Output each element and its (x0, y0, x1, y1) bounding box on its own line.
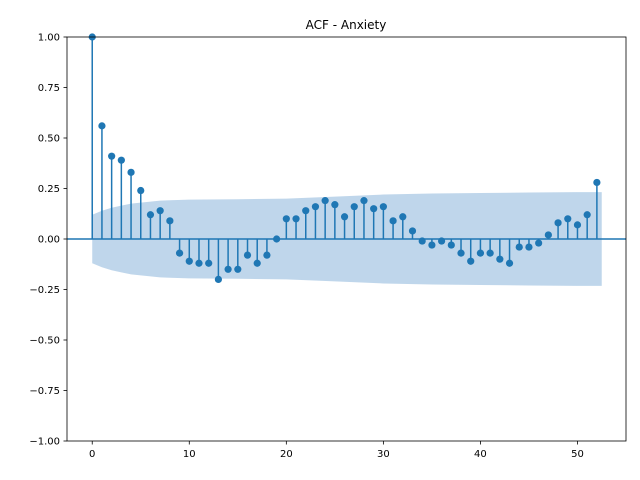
y-tick-label: −0.75 (29, 386, 60, 397)
y-tick-label: 0.00 (38, 235, 60, 246)
stem-marker (428, 241, 436, 249)
stem-marker (408, 227, 417, 235)
stem-marker (282, 215, 290, 223)
y-tick-label: 1.00 (38, 33, 60, 44)
y-tick-label: 0.25 (38, 184, 60, 195)
stem-marker (156, 207, 164, 215)
stem-marker (525, 243, 533, 251)
stem-marker (515, 243, 523, 251)
stem-marker (593, 178, 601, 187)
stem-marker (253, 259, 261, 267)
stem-marker (340, 213, 349, 221)
stem-marker (438, 237, 446, 245)
stem-marker (447, 241, 455, 249)
stem-marker (311, 203, 320, 211)
stem-marker (389, 217, 397, 225)
stem-marker (544, 231, 552, 239)
x-tick-label: 0 (89, 449, 95, 460)
x-tick-label: 20 (280, 449, 293, 460)
stem-marker (505, 259, 514, 267)
chart-title: ACF - Anxiety (306, 18, 387, 32)
stem-marker (234, 265, 242, 273)
x-tick-label: 40 (474, 449, 487, 460)
y-tick-label: 0.75 (38, 83, 60, 94)
stem-marker (554, 219, 562, 227)
stem-marker (205, 259, 213, 267)
x-tick-label: 30 (377, 449, 390, 460)
stem-marker (331, 201, 339, 209)
stem-marker (564, 215, 572, 223)
stem-marker (166, 217, 174, 225)
stem-marker (399, 213, 407, 221)
stem-marker (583, 211, 591, 219)
stem-marker (418, 237, 426, 245)
stem-marker (263, 251, 271, 259)
stem-marker (108, 152, 116, 160)
stem-marker (379, 203, 387, 211)
stem-marker (467, 257, 475, 265)
stem-marker (302, 207, 310, 215)
stem-marker (321, 197, 329, 205)
stem-marker (273, 235, 281, 243)
y-tick-label: −1.00 (29, 437, 60, 448)
stem-marker (292, 215, 300, 223)
stem-marker (195, 259, 203, 267)
stem-marker (496, 255, 504, 263)
stem-marker (185, 257, 193, 265)
x-tick-label: 10 (183, 449, 196, 460)
y-tick-label: −0.25 (29, 285, 60, 296)
stem-marker (457, 249, 465, 257)
axes-layer: 0 10 20 30 40 50 −1.00 −0.75 −0.50 −0.25 0.00 0.25 0… (29, 33, 627, 460)
stem-marker (137, 186, 145, 195)
y-tick-label: 0.50 (38, 134, 60, 145)
stem-marker (370, 205, 378, 213)
stem-marker (476, 249, 485, 257)
stem-marker (535, 239, 543, 247)
stem-marker (127, 168, 135, 176)
stem-marker (146, 211, 155, 219)
stem-marker (175, 249, 184, 257)
stem-marker (486, 249, 494, 257)
stem-marker (360, 197, 368, 205)
stem-marker (214, 275, 222, 283)
stem-marker (350, 203, 358, 211)
stem-marker (98, 122, 106, 130)
stem-marker (224, 265, 232, 273)
stem-marker (573, 221, 582, 229)
y-tick-label: −0.50 (29, 336, 60, 347)
stem-marker (117, 156, 125, 164)
stem-marker (243, 251, 252, 259)
stem-layer (88, 33, 601, 283)
x-tick-label: 50 (571, 449, 584, 460)
